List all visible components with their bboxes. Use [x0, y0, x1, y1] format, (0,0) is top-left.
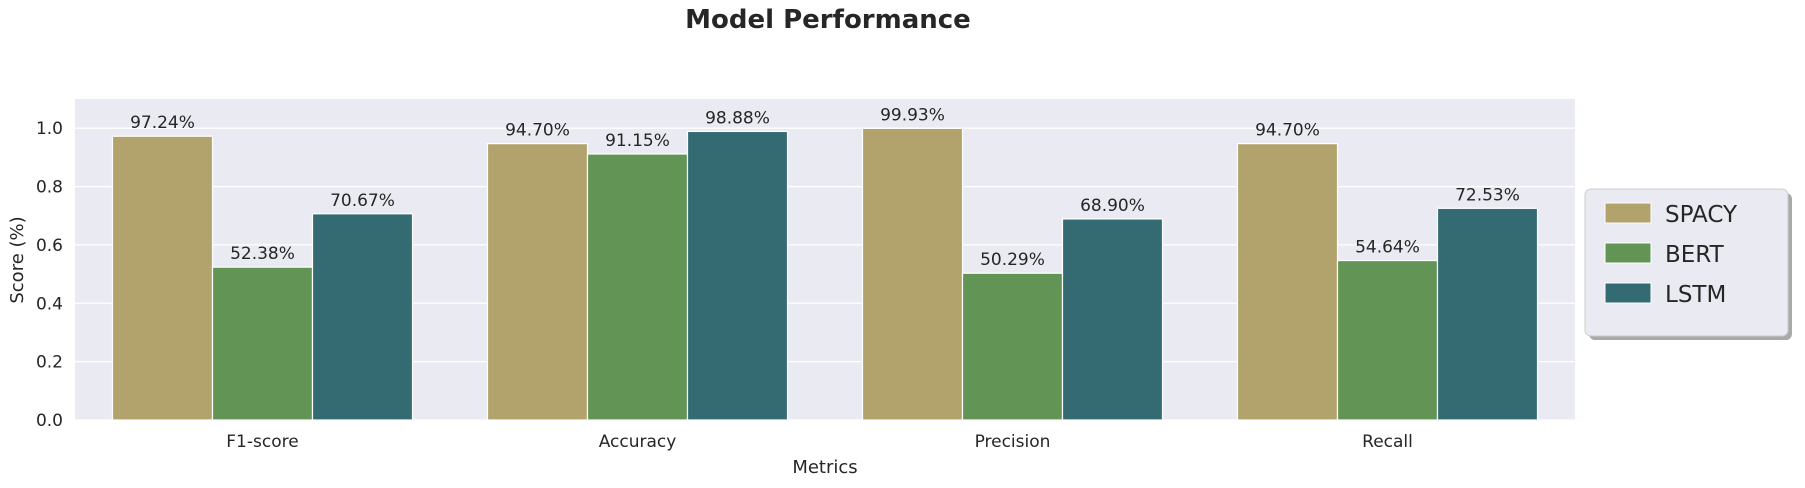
bar-value-label: 99.93% [880, 105, 945, 125]
y-tick-label: 1.0 [36, 119, 63, 139]
bar-value-label: 91.15% [605, 131, 670, 151]
x-tick-label: F1-score [226, 432, 298, 452]
bar-bert-recall [1336, 259, 1439, 421]
chart-title: Model Performance [685, 5, 971, 35]
x-axis-label: Metrics [792, 457, 857, 478]
y-tick-label: 0.8 [36, 178, 63, 198]
y-tick-label: 0.4 [36, 294, 63, 314]
bar-value-label: 98.88% [705, 108, 770, 128]
bar-value-label: 52.38% [230, 244, 295, 264]
y-tick-label: 0.2 [36, 353, 63, 373]
y-axis-label: Score (%) [7, 216, 28, 303]
bar-value-label: 94.70% [1255, 121, 1320, 141]
y-axis-ticks: 0.0 0.2 0.4 0.6 0.8 1.0 [36, 119, 63, 431]
bars [111, 127, 1539, 421]
legend-swatch-bert [1604, 242, 1652, 264]
legend-label-bert: BERT [1665, 242, 1725, 268]
x-tick-label: Recall [1362, 432, 1413, 452]
bar-value-label: 50.29% [980, 250, 1045, 270]
legend-label-spacy: SPACY [1665, 202, 1738, 228]
bar-value-label: 54.64% [1355, 238, 1420, 258]
y-tick-label: 0.0 [36, 411, 63, 431]
legend-swatch-lstm [1604, 282, 1652, 304]
bar-spacy-precision [861, 127, 964, 421]
bar-lstm-f1-score [311, 213, 414, 421]
legend-swatch-spacy [1604, 202, 1652, 224]
bar-labels: 97.24% 52.38% 70.67% 94.70% 91.15% 98.88% 99.9… [130, 105, 1520, 270]
bar-lstm-recall [1436, 207, 1539, 421]
bar-value-label: 70.67% [330, 191, 395, 211]
bar-value-label: 94.70% [505, 121, 570, 141]
legend-label-lstm: LSTM [1665, 282, 1726, 308]
bar-value-label: 97.24% [130, 113, 195, 133]
bar-spacy-recall [1236, 143, 1339, 421]
bar-value-label: 72.53% [1455, 185, 1520, 205]
bar-spacy-accuracy [486, 143, 589, 421]
y-tick-label: 0.6 [36, 236, 63, 256]
x-axis-ticks: F1-score Accuracy Precision Recall [226, 432, 1413, 452]
bar-bert-f1-score [211, 266, 314, 421]
bar-bert-precision [961, 272, 1064, 421]
x-tick-label: Precision [975, 432, 1051, 452]
legend: SPACY BERT LSTM [1584, 188, 1792, 340]
bar-lstm-precision [1061, 218, 1164, 421]
bar-lstm-accuracy [686, 130, 789, 421]
x-tick-label: Accuracy [599, 432, 677, 452]
bar-spacy-f1-score [111, 135, 214, 421]
bar-value-label: 68.90% [1080, 196, 1145, 216]
bar-bert-accuracy [586, 153, 689, 421]
